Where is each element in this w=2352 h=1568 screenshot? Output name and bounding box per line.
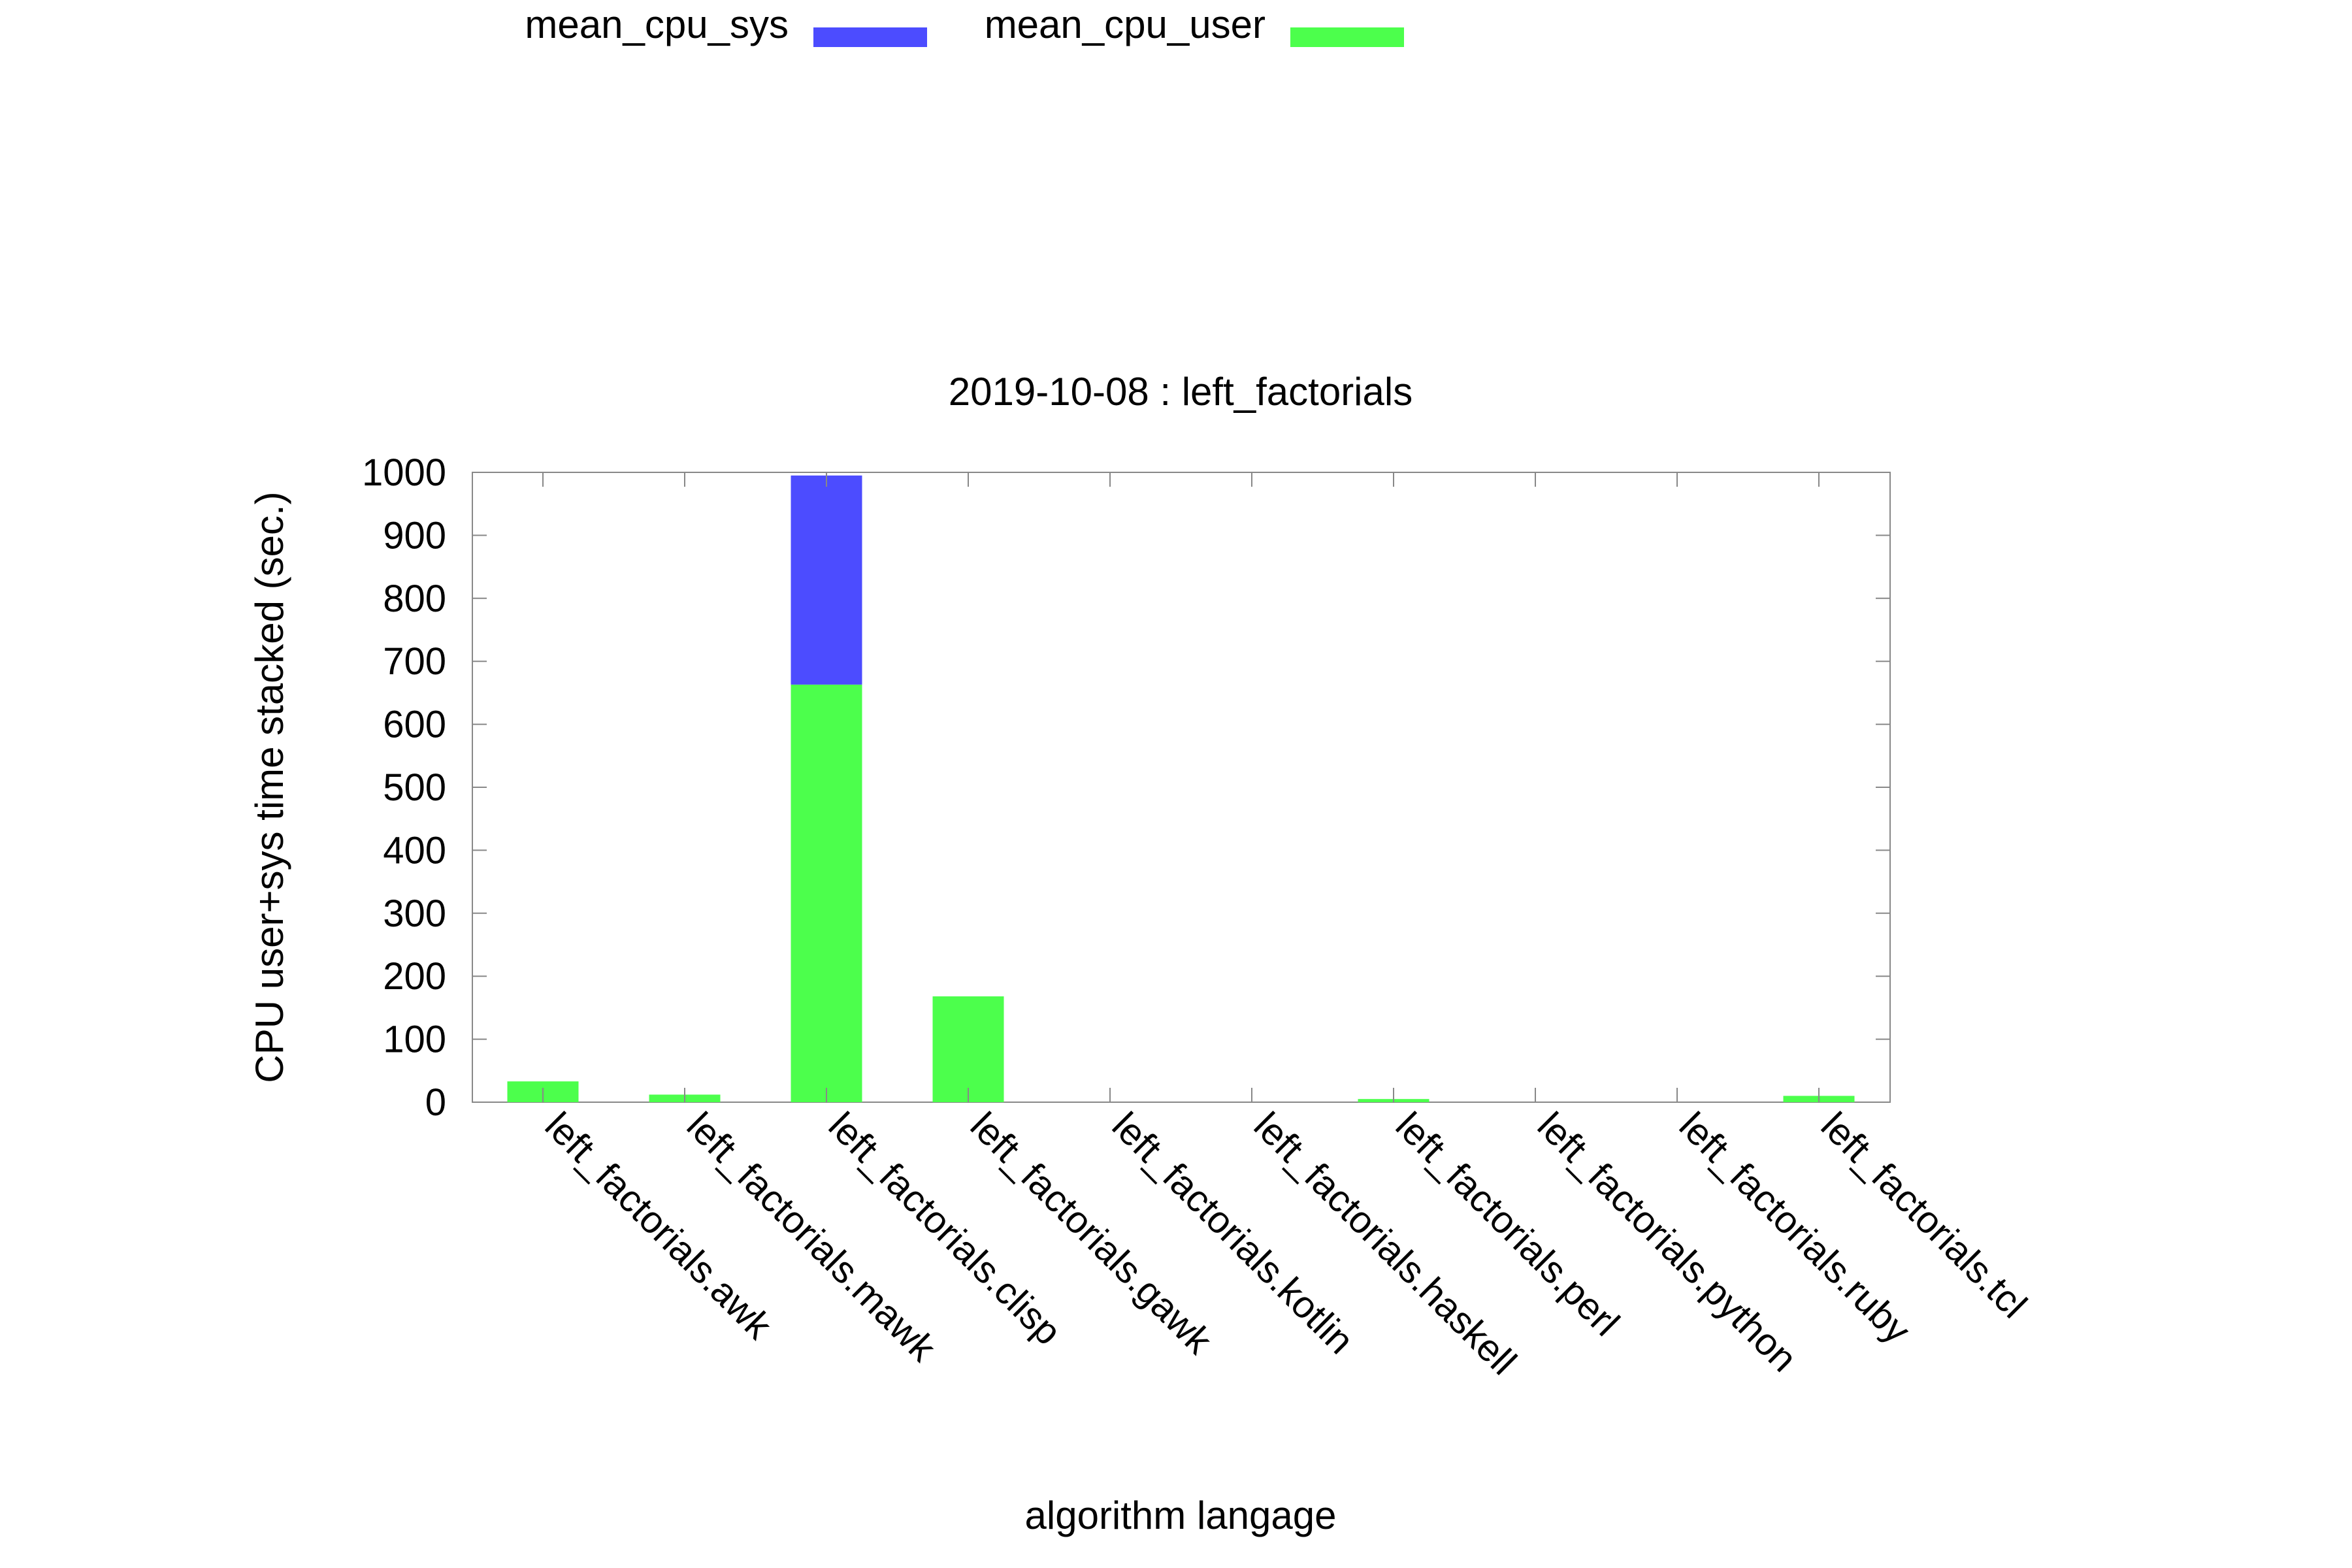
x-axis-label: algorithm langage	[1025, 1494, 1337, 1537]
bar-mean-cpu-user-left-factorials-gawk	[932, 996, 1004, 1102]
tick-marks	[472, 472, 1890, 1103]
x-tick-label: left_factorials.python	[1529, 1104, 1805, 1380]
y-tick-label: 1000	[362, 451, 446, 494]
x-tick-label: left_factorials.gawk	[962, 1104, 1220, 1362]
y-tick-label: 400	[383, 829, 446, 872]
bars	[507, 475, 1855, 1102]
bar-mean-cpu-sys-left-factorials-clisp	[791, 475, 862, 685]
y-tick-label: 300	[383, 892, 446, 935]
x-tick-label: left_factorials.clisp	[821, 1104, 1070, 1353]
x-tick-label: left_factorials.haskell	[1246, 1104, 1525, 1383]
y-tick-label: 600	[383, 704, 446, 746]
x-tick-label: left_factorials.ruby	[1671, 1104, 1919, 1352]
y-tick-label: 100	[383, 1019, 446, 1061]
legend-label-mean-cpu-sys: mean_cpu_sys	[525, 3, 789, 46]
y-tick-label: 900	[383, 514, 446, 557]
y-tick-label: 500	[383, 766, 446, 809]
legend: mean_cpu_sys mean_cpu_user	[525, 3, 1404, 47]
plot-frame	[472, 472, 1891, 1103]
x-tick-label: left_factorials.mawk	[679, 1104, 945, 1370]
x-tick-labels: left_factorials.awkleft_factorials.mawkl…	[537, 1104, 2035, 1383]
y-tick-labels: 0 100 200 300 400 500 600 700 800 900 1000	[362, 451, 446, 1124]
legend-swatch-mean-cpu-user	[1290, 27, 1404, 47]
y-tick-label: 800	[383, 578, 446, 620]
legend-label-mean-cpu-user: mean_cpu_user	[985, 3, 1266, 46]
legend-swatch-mean-cpu-sys	[813, 27, 927, 47]
chart-title: 2019-10-08 : left_factorials	[949, 370, 1413, 414]
y-tick-label: 200	[383, 955, 446, 998]
y-tick-label: 0	[425, 1081, 446, 1124]
bar-mean-cpu-user-left-factorials-clisp	[791, 684, 862, 1102]
y-axis-label: CPU user+sys time stacked (sec.)	[248, 491, 291, 1083]
x-tick-label: left_factorials.kotlin	[1104, 1104, 1362, 1362]
y-tick-label: 700	[383, 640, 446, 683]
